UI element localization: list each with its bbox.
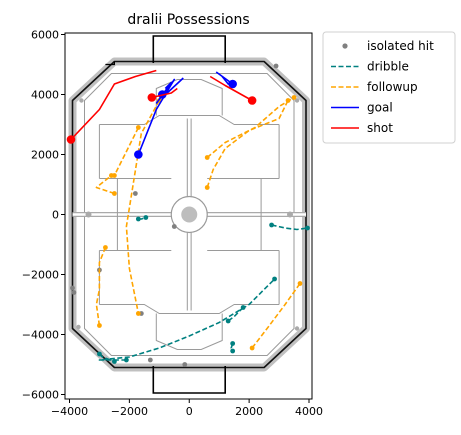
followup-line xyxy=(206,96,295,159)
boost-pad xyxy=(294,98,300,103)
followup-line xyxy=(95,247,107,326)
dribble-point xyxy=(230,341,236,346)
y-tick-label: −2000 xyxy=(22,269,59,282)
followup-point xyxy=(135,125,141,130)
followup-point xyxy=(297,281,303,286)
followup-point xyxy=(109,173,114,178)
followup-point xyxy=(249,345,255,351)
shot-line xyxy=(151,87,178,99)
followup-point xyxy=(204,155,210,160)
dribble-point xyxy=(123,357,129,363)
arena-edge xyxy=(105,61,116,66)
followup-point xyxy=(112,191,117,196)
dribble-point xyxy=(272,276,277,282)
x-tick-label: −2000 xyxy=(111,405,148,418)
isolated-point xyxy=(132,191,138,196)
x-tick-label: −4000 xyxy=(51,405,88,418)
bottom-goal xyxy=(152,366,226,394)
y-tick-label: 0 xyxy=(52,209,59,222)
dribble-point xyxy=(305,225,310,231)
x-tick-label: 2000 xyxy=(235,405,263,418)
legend-label-dribble: dribble xyxy=(367,60,409,74)
chart-title: dralii Possessions xyxy=(127,12,249,28)
legend-frame xyxy=(322,31,456,144)
legend-label-followup: followup xyxy=(367,80,418,94)
isolated-point xyxy=(70,285,75,291)
shot-point xyxy=(147,93,157,102)
axes-frame xyxy=(64,32,313,400)
isolated-point xyxy=(147,357,153,363)
dribble-point xyxy=(269,222,274,228)
arena-boundary xyxy=(71,60,307,369)
boost-pad xyxy=(76,324,81,330)
y-tick-label: 4000 xyxy=(31,89,59,102)
arena-marking xyxy=(155,313,223,350)
boost-pad xyxy=(287,211,293,218)
legend-label-shot: shot xyxy=(367,121,393,135)
arena-diagram xyxy=(68,35,310,394)
dribble-line xyxy=(271,224,308,231)
isolated-point xyxy=(171,224,177,229)
followup-line xyxy=(206,100,289,188)
dribble-point xyxy=(240,305,246,310)
followup-point xyxy=(103,245,108,250)
x-tick-label: 4000 xyxy=(295,405,323,418)
dribble-point xyxy=(112,359,117,364)
isolated-point xyxy=(71,290,77,295)
followup-line xyxy=(251,283,301,349)
legend-marker-isolated xyxy=(342,43,348,49)
goal-line xyxy=(137,77,184,155)
followup-point xyxy=(135,311,141,316)
shot-point xyxy=(247,96,257,105)
followup-point xyxy=(291,95,297,100)
arena-inner-line xyxy=(84,73,295,356)
followup-line xyxy=(95,174,115,195)
y-tick-label: −6000 xyxy=(22,389,59,402)
goal-point xyxy=(228,79,237,89)
x-tick-label: 0 xyxy=(186,405,193,418)
boost-pad xyxy=(79,98,84,103)
dribble-point xyxy=(230,348,236,354)
isolated-point xyxy=(182,362,188,367)
followup-line xyxy=(125,100,161,314)
y-tick-label: 6000 xyxy=(31,29,59,42)
shot-line xyxy=(209,75,253,102)
top-goal xyxy=(152,35,226,63)
shot-point xyxy=(66,135,76,144)
boost-pad xyxy=(85,211,92,218)
boost-pad xyxy=(294,326,300,331)
dribble-point xyxy=(143,215,149,220)
followup-line xyxy=(113,127,140,176)
legend-label-goal: goal xyxy=(367,101,393,115)
dribble-point xyxy=(135,216,141,222)
y-tick-label: −4000 xyxy=(22,329,59,342)
followup-point xyxy=(97,323,102,328)
y-tick-label: 2000 xyxy=(31,149,59,162)
shot-line xyxy=(70,69,157,141)
plot-layer xyxy=(66,63,310,367)
isolated-point xyxy=(273,63,279,69)
goal-point xyxy=(134,150,143,159)
followup-point xyxy=(204,185,210,190)
arena-marking xyxy=(99,115,280,125)
arena-marking xyxy=(155,79,223,116)
arena-marking xyxy=(260,178,280,251)
legend-label-isolated: isolated hit xyxy=(367,39,434,53)
axis-ticks: −4000 −2000 0 2000 4000 6000 4000 2000 0 −2000 −40… xyxy=(22,29,323,419)
centre-spot xyxy=(181,206,198,223)
dribble-point xyxy=(97,351,102,357)
legend: isolated hit dribble followup goal shot xyxy=(322,31,456,144)
dribble-line xyxy=(227,306,244,322)
dribble-point xyxy=(225,318,231,324)
